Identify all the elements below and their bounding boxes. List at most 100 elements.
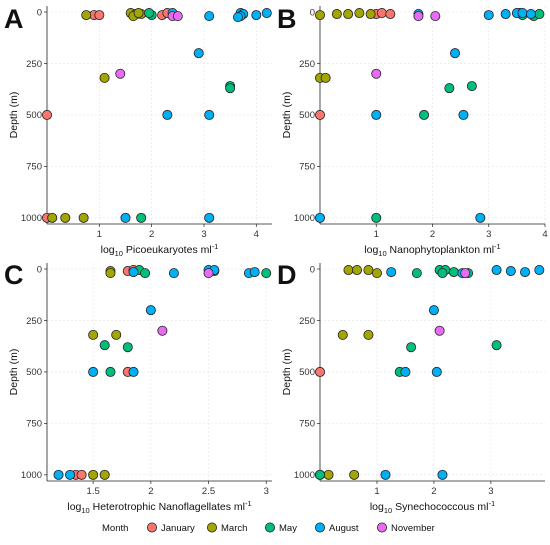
data-point-may	[444, 83, 455, 94]
data-point-january	[385, 9, 396, 20]
data-point-may	[140, 268, 151, 279]
y-tick-label: 0	[310, 7, 315, 18]
data-point-may	[534, 9, 545, 20]
data-point-may	[314, 469, 325, 480]
x-tick-label: 4	[254, 229, 259, 240]
legend-label-may: May	[279, 523, 297, 534]
data-point-august	[128, 267, 139, 278]
legend-label-november: November	[391, 523, 435, 534]
data-point-august	[431, 366, 442, 377]
data-point-august	[458, 109, 469, 120]
data-point-august	[204, 212, 215, 223]
data-point-august	[491, 265, 502, 276]
data-point-november	[460, 268, 471, 279]
panel-d: 0 250 500 750 1000 1 2 3 Depth (m) log10 Synechoc…	[277, 260, 545, 515]
data-point-march	[88, 329, 99, 340]
y-tick-label: 500	[299, 110, 315, 121]
x-tick-label: 2	[431, 486, 436, 497]
x-tick-label: 1	[97, 229, 102, 240]
data-point-august	[520, 267, 531, 278]
data-point-march	[323, 469, 334, 480]
y-axis-label: Depth (m)	[281, 92, 293, 139]
data-point-may	[419, 109, 430, 120]
data-point-august	[475, 212, 486, 223]
legend-label-august: August	[329, 523, 359, 534]
x-axis-label-sub: 10	[81, 506, 89, 515]
x-tick-label: 1	[374, 486, 379, 497]
x-tick-label: 2	[149, 229, 154, 240]
y-tick-label: 750	[26, 419, 42, 430]
x-tick-label: 2.5	[202, 486, 215, 497]
y-tick-label: 0	[310, 264, 315, 275]
x-axis-label: log10 Nanophytoplankton ml-1	[364, 242, 500, 258]
y-tick-label: 1000	[21, 213, 42, 224]
x-axis-label: log10 Picoeukaryotes ml-1	[101, 242, 219, 258]
data-point-august	[232, 12, 243, 23]
panel-letter: D	[277, 260, 297, 290]
data-point-march	[343, 9, 354, 20]
x-axis-label-rest: Synechococcous ml	[392, 501, 488, 513]
data-point-november	[115, 68, 126, 79]
y-tick-label: 750	[26, 162, 42, 173]
legend-swatch-november	[376, 522, 387, 533]
data-point-august	[162, 109, 173, 120]
y-tick-label: 500	[299, 367, 315, 378]
data-point-august	[534, 265, 545, 276]
data-point-may	[144, 8, 155, 19]
data-point-may	[411, 268, 422, 279]
x-tick-label: 2	[148, 486, 153, 497]
data-point-august	[261, 8, 272, 19]
x-axis-label-rest: Nanophytoplankton ml	[387, 244, 494, 256]
y-tick-label: 500	[26, 367, 42, 378]
data-point-may	[122, 342, 133, 353]
data-point-november	[157, 325, 168, 336]
x-tick-label: 3	[264, 486, 269, 497]
data-point-may	[371, 212, 382, 223]
panel-letter: A	[4, 4, 24, 34]
data-point-august	[193, 48, 204, 59]
data-point-january	[314, 109, 325, 120]
y-tick-label: 250	[299, 59, 315, 70]
legend-swatch-august	[314, 522, 325, 533]
data-point-march	[371, 268, 382, 279]
y-axis-label: Depth (m)	[281, 349, 293, 396]
data-point-march	[99, 469, 110, 480]
data-point-august	[204, 109, 215, 120]
legend-swatch-january	[146, 522, 157, 533]
data-point-august	[53, 469, 64, 480]
panel-b: 0 250 500 750 1000 1 2 3 4 Depth (m) log10 Nanophy…	[277, 4, 548, 258]
data-point-march	[111, 329, 122, 340]
data-point-november	[434, 325, 445, 336]
x-axis-label-sub: 10	[115, 249, 123, 258]
x-tick-label: 1.5	[87, 486, 100, 497]
data-point-may	[225, 83, 236, 94]
data-point-august	[505, 266, 516, 277]
data-point-august	[380, 469, 391, 480]
data-point-august	[400, 366, 411, 377]
data-point-march	[60, 212, 71, 223]
data-point-august	[314, 212, 325, 223]
x-tick-label: 2	[430, 229, 435, 240]
data-point-january	[376, 8, 387, 19]
data-point-january	[314, 366, 325, 377]
data-point-march	[81, 10, 92, 21]
y-tick-label: 500	[26, 110, 42, 121]
y-axis-label: Depth (m)	[8, 92, 20, 139]
data-point-march	[47, 212, 58, 223]
panel-a: 0 250 500 750 1000 1 2 3 4 Depth (m) log10 Picoeuk…	[4, 4, 272, 258]
data-point-may	[437, 268, 448, 279]
x-axis-label-main: log	[67, 501, 81, 513]
legend-label-january: January	[161, 523, 195, 534]
y-tick-label: 1000	[21, 470, 42, 481]
data-point-august	[249, 267, 260, 278]
data-point-august	[449, 48, 460, 59]
data-point-march	[349, 469, 360, 480]
y-tick-label: 250	[299, 316, 315, 327]
legend: Month January March May August November	[102, 522, 435, 534]
y-tick-label: 250	[26, 59, 42, 70]
data-point-august	[428, 305, 439, 316]
data-point-august	[386, 267, 397, 278]
x-axis-label-sub: 10	[378, 249, 386, 258]
data-point-march	[337, 329, 348, 340]
